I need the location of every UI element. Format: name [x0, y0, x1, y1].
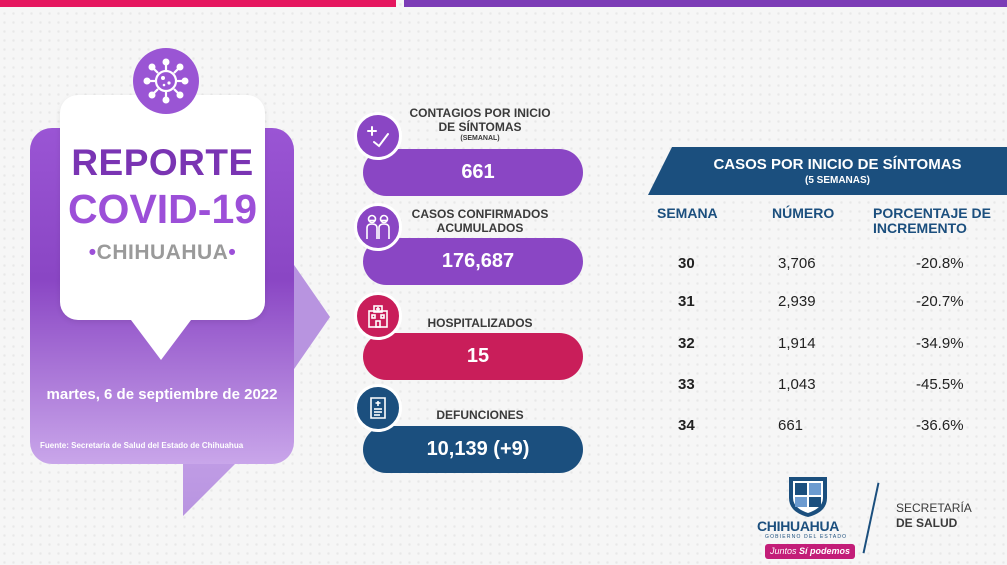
cell-percent: -36.6%	[916, 417, 964, 434]
plus-check-icon	[354, 112, 402, 160]
covid-title: COVID-19	[67, 186, 258, 232]
table-row: 33 1,043 -45.5%	[650, 376, 1007, 398]
cell-week: 32	[678, 335, 695, 352]
stat-hospitalizados-pill: 15	[363, 333, 583, 380]
stat-contagios-sublabel: (SEMANAL)	[460, 135, 500, 142]
cell-number: 1,914	[778, 335, 816, 352]
cell-percent: -20.7%	[916, 293, 964, 310]
stat-confirmados-pill: 176,687	[363, 238, 583, 285]
state-shield-logo	[789, 477, 827, 517]
cell-percent: -34.9%	[916, 335, 964, 352]
stat-hospitalizados-label: HOSPITALIZADOS	[427, 316, 533, 330]
cell-number: 2,939	[778, 293, 816, 310]
scroll-document-icon	[354, 384, 402, 432]
region-title: •CHIHUAHUA•	[88, 241, 237, 264]
slogan-badge: Juntos Sí podemos	[765, 544, 856, 559]
department-label: SECRETARÍA DE SALUD	[896, 501, 972, 531]
stat-defunciones-pill: 10,139 (+9)	[363, 426, 583, 473]
stat-contagios-title: CONTAGIOS POR INICIO DE SÍNTOMAS	[409, 106, 551, 134]
slogan-part-b: Sí podemos	[799, 546, 851, 556]
stat-defunciones-value: 10,139 (+9)	[426, 438, 530, 460]
stat-contagios-label: CONTAGIOS POR INICIO DE SÍNTOMAS (SEMANA…	[400, 106, 560, 143]
column-header-semana: SEMANA	[657, 205, 718, 221]
hospital-icon	[354, 292, 402, 340]
cell-week: 30	[678, 255, 695, 272]
gov-name: CHIHUAHUA	[757, 518, 840, 534]
cell-number: 1,043	[778, 376, 816, 393]
top-accent-bar-purple	[404, 0, 1007, 7]
stat-contagios-pill: 661	[363, 149, 583, 196]
cell-percent: -45.5%	[916, 376, 964, 393]
stat-confirmados-label: CASOS CONFIRMADOS ACUMULADOS	[411, 207, 549, 235]
cell-week: 31	[678, 293, 695, 310]
table-row: 30 3,706 -20.8%	[650, 255, 1007, 277]
table-row: 32 1,914 -34.9%	[650, 335, 1007, 357]
title-bubble	[60, 95, 265, 320]
source-note: Fuente: Secretaría de Salud del Estado d…	[40, 441, 244, 450]
cell-number: 3,706	[778, 255, 816, 272]
virus-icon	[133, 48, 199, 114]
cell-week: 33	[678, 376, 695, 393]
stat-defunciones-label: DEFUNCIONES	[436, 408, 524, 422]
region-label: CHIHUAHUA	[96, 241, 229, 264]
report-title: REPORTE	[71, 142, 254, 183]
column-header-porcentaje: PORCENTAJE DE INCREMENTO	[873, 205, 991, 236]
cell-percent: -20.8%	[916, 255, 964, 272]
department-line2: DE SALUD	[896, 516, 958, 530]
cell-number: 661	[778, 417, 804, 434]
people-masks-icon	[354, 203, 402, 251]
column-header-numero: NÚMERO	[772, 205, 835, 221]
department-line1: SECRETARÍA	[896, 501, 972, 515]
slogan-part-a: Juntos	[770, 546, 797, 556]
report-date: martes, 6 de septiembre de 2022	[46, 386, 278, 403]
table-title: CASOS POR INICIO DE SÍNTOMAS	[713, 156, 962, 173]
table-subtitle: (5 SEMANAS)	[804, 175, 870, 186]
gov-subtitle: GOBIERNO DEL ESTADO	[765, 534, 848, 540]
stat-confirmados-value: 176,687	[441, 250, 515, 272]
cell-week: 34	[678, 417, 695, 434]
stat-hospitalizados-value: 15	[466, 345, 490, 367]
top-accent-bar-pink	[0, 0, 396, 7]
table-banner: CASOS POR INICIO DE SÍNTOMAS (5 SEMANAS)	[648, 147, 1007, 195]
stat-contagios-value: 661	[461, 161, 495, 183]
table-row: 31 2,939 -20.7%	[650, 293, 1007, 315]
table-row: 34 661 -36.6%	[650, 417, 1007, 439]
